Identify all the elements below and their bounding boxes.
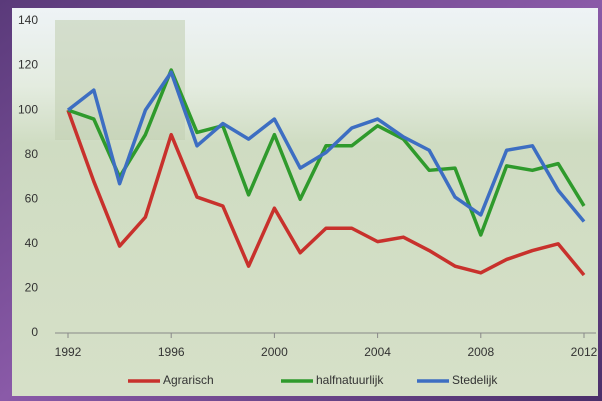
series-line — [66, 70, 586, 223]
x-tick-label: 2000 — [261, 345, 288, 359]
x-tick-label: 2008 — [467, 345, 494, 359]
x-tick-label: 1992 — [55, 345, 82, 359]
y-tick-label: 0 — [31, 325, 38, 339]
x-tick-label: 2012 — [571, 345, 598, 359]
legend-label: Stedelijk — [452, 373, 498, 387]
series-line — [66, 109, 586, 277]
legend-label: halfnatuurlijk — [316, 373, 384, 387]
tree-shape — [55, 20, 185, 140]
y-tick-label: 140 — [18, 13, 38, 27]
y-tick-label: 120 — [18, 58, 38, 72]
series-line — [67, 68, 586, 237]
x-tick-label: 2004 — [364, 345, 391, 359]
x-tick-label: 1996 — [158, 345, 185, 359]
y-tick-label: 60 — [25, 191, 39, 205]
y-tick-label: 80 — [25, 147, 39, 161]
y-tick-label: 20 — [25, 281, 39, 295]
legend-label: Agrarisch — [163, 373, 214, 387]
y-tick-label: 40 — [25, 236, 39, 250]
y-tick-label: 100 — [18, 102, 38, 116]
